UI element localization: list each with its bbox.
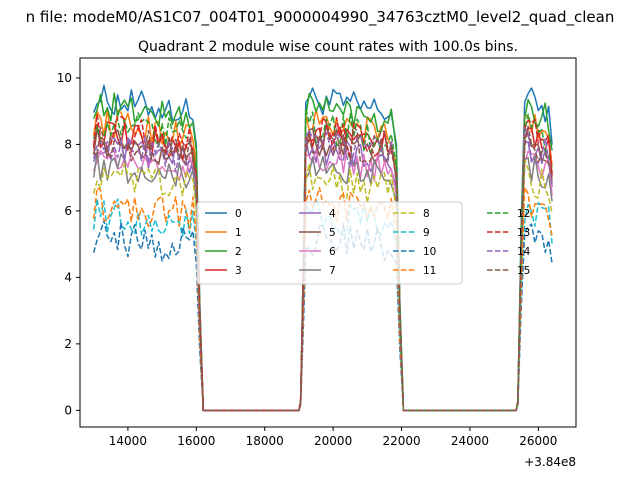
x-tick-label: 18000 (246, 434, 284, 448)
legend-label-8: 8 (423, 208, 430, 220)
legend-label-5: 5 (329, 227, 336, 239)
legend-label-3: 3 (235, 265, 242, 277)
legend-label-9: 9 (423, 227, 430, 239)
legend-label-15: 15 (517, 265, 530, 277)
y-tick-label: 2 (64, 337, 72, 351)
x-tick-label: 24000 (451, 434, 489, 448)
y-tick-label: 8 (64, 137, 72, 151)
legend-label-14: 14 (517, 246, 531, 258)
legend-label-7: 7 (329, 265, 336, 277)
axis-layer: 14000 16000 18000 20000 22000 24000 26000 0 2 4 6 8… (57, 71, 558, 448)
legend-label-6: 6 (329, 246, 336, 258)
legend-label-11: 11 (423, 265, 436, 277)
plot-area-frame (79, 57, 577, 428)
x-tick-label: 22000 (382, 434, 420, 448)
x-tick-label: 26000 (519, 434, 557, 448)
legend-label-12: 12 (517, 208, 530, 220)
legend-label-10: 10 (423, 246, 436, 258)
legend-label-4: 4 (329, 208, 336, 220)
chart-title: Quadrant 2 module wise count rates with … (138, 39, 518, 55)
legend-label-1: 1 (235, 227, 242, 239)
x-offset-label: +3.84e8 (524, 455, 576, 469)
y-tick-label: 4 (64, 270, 72, 284)
x-tick-label: 16000 (177, 434, 215, 448)
legend-box (196, 201, 463, 285)
series-line-15 (93, 122, 553, 412)
chart-suptitle: n file: modeM0/AS1C07_004T01_9000004990_… (26, 8, 615, 27)
x-tick-label: 14000 (109, 434, 147, 448)
x-tick-label: 20000 (314, 434, 352, 448)
legend-label-2: 2 (235, 246, 242, 258)
legend-label-13: 13 (517, 227, 530, 239)
y-tick-label: 0 (64, 403, 72, 417)
legend-label-0: 0 (235, 208, 242, 220)
y-tick-label: 6 (64, 204, 72, 218)
y-tick-label: 10 (57, 71, 72, 85)
